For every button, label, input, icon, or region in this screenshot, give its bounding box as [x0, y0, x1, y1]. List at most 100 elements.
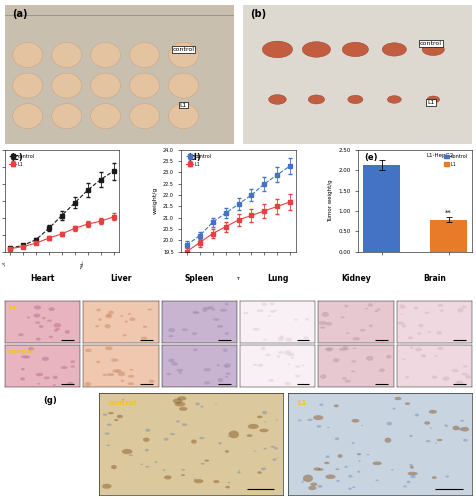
- Ellipse shape: [247, 424, 258, 429]
- Ellipse shape: [319, 326, 325, 328]
- Ellipse shape: [18, 333, 24, 336]
- Ellipse shape: [116, 369, 121, 373]
- Ellipse shape: [172, 398, 182, 404]
- Ellipse shape: [256, 310, 263, 312]
- Ellipse shape: [359, 329, 365, 332]
- Ellipse shape: [61, 366, 67, 369]
- Ellipse shape: [307, 418, 312, 421]
- Ellipse shape: [140, 464, 143, 465]
- Ellipse shape: [105, 314, 112, 318]
- Ellipse shape: [381, 43, 406, 56]
- Ellipse shape: [284, 350, 290, 355]
- Ellipse shape: [204, 460, 208, 462]
- Ellipse shape: [406, 480, 410, 483]
- Ellipse shape: [454, 381, 459, 384]
- Ellipse shape: [294, 318, 297, 320]
- Ellipse shape: [386, 422, 391, 426]
- Ellipse shape: [225, 376, 228, 378]
- Ellipse shape: [13, 42, 42, 68]
- Ellipse shape: [174, 402, 185, 406]
- Ellipse shape: [305, 318, 308, 320]
- Ellipse shape: [335, 468, 338, 470]
- Ellipse shape: [52, 376, 58, 379]
- Ellipse shape: [417, 324, 423, 328]
- Ellipse shape: [47, 320, 51, 322]
- Ellipse shape: [51, 104, 81, 128]
- Ellipse shape: [177, 396, 186, 400]
- Ellipse shape: [192, 348, 198, 351]
- Ellipse shape: [408, 435, 412, 437]
- Ellipse shape: [128, 313, 131, 315]
- Ellipse shape: [272, 458, 276, 461]
- Ellipse shape: [277, 336, 283, 341]
- Ellipse shape: [270, 446, 275, 448]
- Text: Kidney: Kidney: [340, 274, 370, 283]
- Ellipse shape: [13, 104, 42, 128]
- Ellipse shape: [420, 354, 425, 358]
- Ellipse shape: [398, 304, 405, 308]
- Ellipse shape: [294, 374, 299, 378]
- Ellipse shape: [376, 308, 380, 310]
- Ellipse shape: [347, 488, 351, 490]
- Ellipse shape: [90, 73, 120, 98]
- Ellipse shape: [318, 321, 326, 325]
- Ellipse shape: [434, 442, 436, 444]
- Ellipse shape: [441, 376, 448, 380]
- Ellipse shape: [195, 402, 199, 406]
- Text: (d): (d): [187, 153, 200, 162]
- Ellipse shape: [224, 303, 228, 306]
- Ellipse shape: [273, 447, 277, 450]
- Ellipse shape: [384, 438, 390, 443]
- Ellipse shape: [421, 44, 444, 56]
- Ellipse shape: [225, 372, 230, 375]
- Ellipse shape: [268, 315, 270, 317]
- Ellipse shape: [237, 472, 240, 474]
- Ellipse shape: [424, 312, 428, 314]
- Ellipse shape: [428, 410, 436, 414]
- Ellipse shape: [414, 414, 418, 416]
- Ellipse shape: [118, 372, 125, 376]
- Ellipse shape: [459, 420, 463, 422]
- Ellipse shape: [243, 312, 248, 314]
- Ellipse shape: [181, 424, 187, 426]
- Ellipse shape: [375, 480, 378, 481]
- Ellipse shape: [107, 373, 114, 376]
- Ellipse shape: [181, 328, 188, 331]
- Ellipse shape: [334, 438, 338, 440]
- Ellipse shape: [257, 416, 262, 418]
- Ellipse shape: [227, 482, 230, 484]
- Ellipse shape: [317, 485, 322, 488]
- Ellipse shape: [204, 382, 210, 384]
- Ellipse shape: [344, 305, 347, 308]
- Ellipse shape: [380, 340, 383, 342]
- Ellipse shape: [431, 476, 436, 479]
- Ellipse shape: [385, 355, 391, 358]
- Ellipse shape: [33, 314, 40, 318]
- Ellipse shape: [288, 352, 294, 356]
- Ellipse shape: [302, 474, 312, 482]
- Ellipse shape: [104, 432, 109, 435]
- Ellipse shape: [333, 404, 338, 407]
- Text: Lung: Lung: [267, 274, 288, 283]
- Ellipse shape: [228, 430, 238, 438]
- Ellipse shape: [401, 358, 405, 360]
- Ellipse shape: [325, 322, 332, 326]
- X-axis label: Time: Time: [54, 276, 69, 281]
- Ellipse shape: [90, 42, 120, 68]
- Ellipse shape: [366, 454, 369, 456]
- Ellipse shape: [162, 470, 165, 471]
- Ellipse shape: [67, 382, 73, 385]
- Ellipse shape: [461, 373, 467, 376]
- Ellipse shape: [213, 318, 219, 321]
- Ellipse shape: [219, 308, 227, 312]
- Ellipse shape: [462, 439, 466, 442]
- Ellipse shape: [42, 317, 46, 320]
- Ellipse shape: [436, 331, 441, 334]
- Ellipse shape: [409, 346, 413, 349]
- Text: L1-HepG2: L1-HepG2: [426, 153, 453, 158]
- Ellipse shape: [287, 364, 290, 365]
- Text: (a): (a): [11, 9, 27, 19]
- Ellipse shape: [425, 440, 430, 442]
- Ellipse shape: [372, 462, 381, 465]
- Ellipse shape: [129, 42, 159, 68]
